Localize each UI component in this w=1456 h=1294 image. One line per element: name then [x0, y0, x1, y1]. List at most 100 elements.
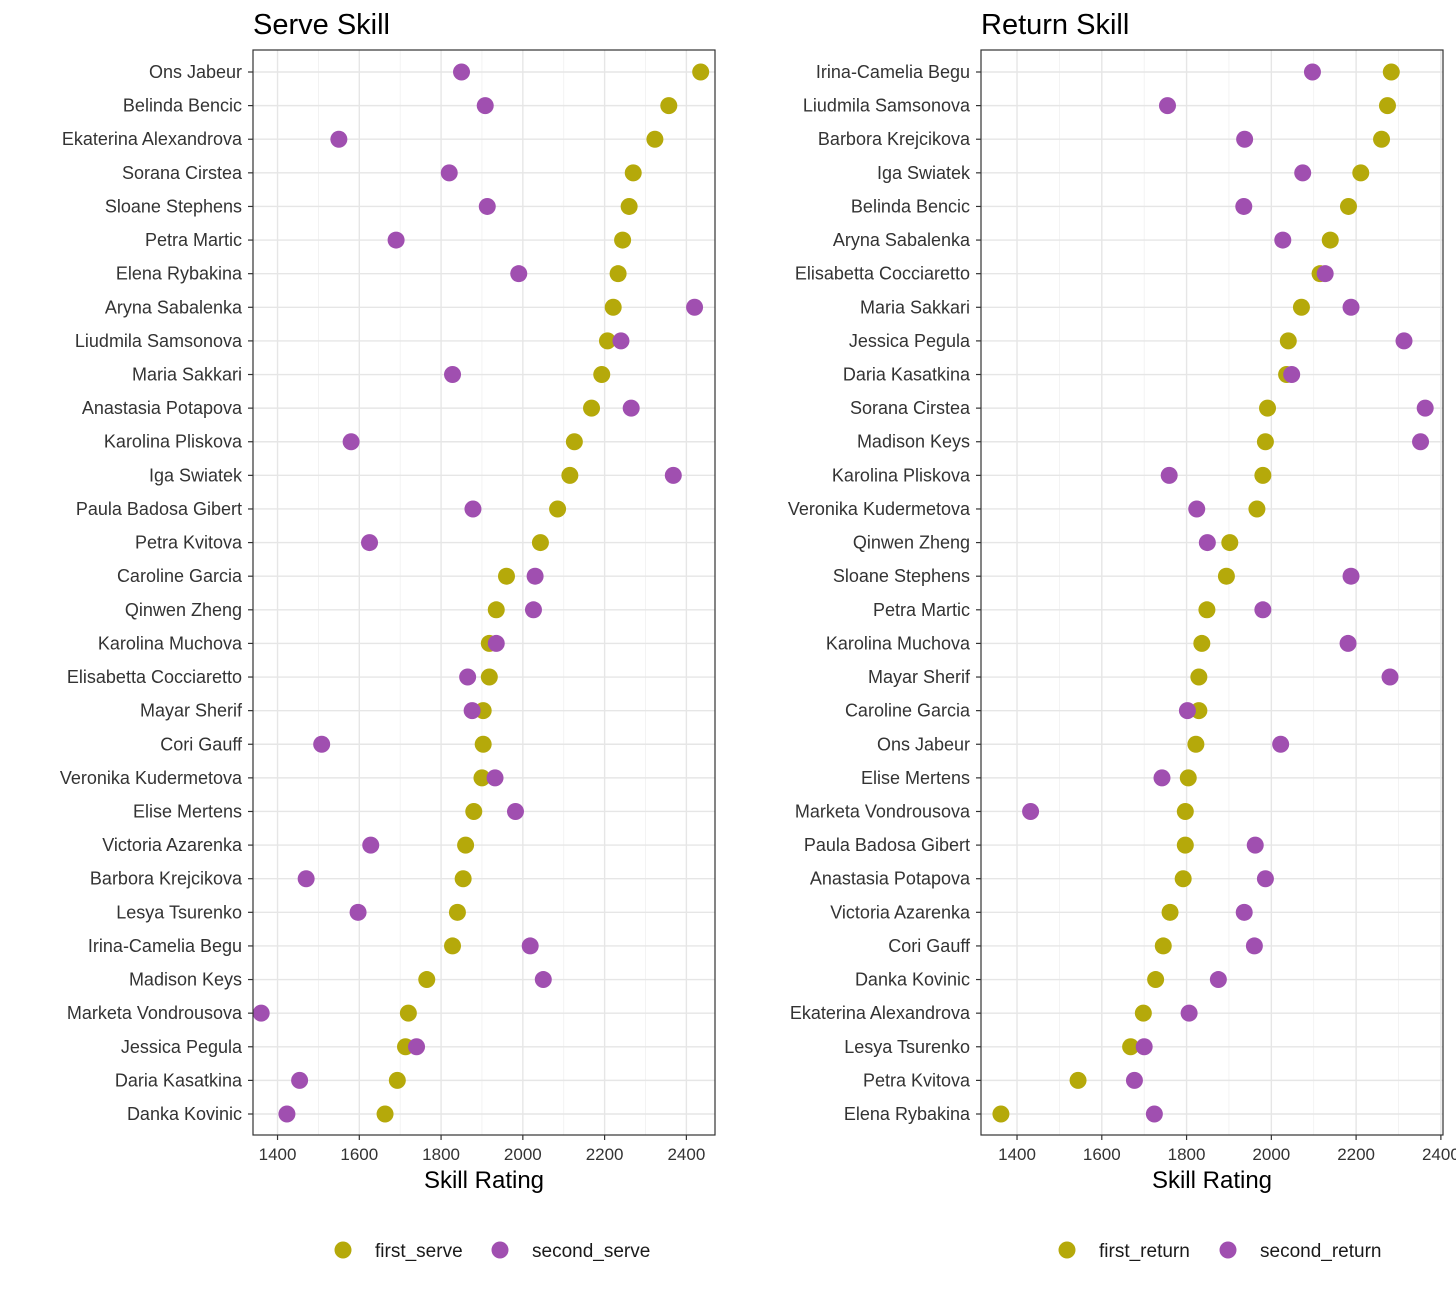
y-tick-label-karolina-muchova: Karolina Muchova	[826, 633, 971, 653]
point-first-return-elise-mertens	[1179, 769, 1197, 787]
x-tick-label-1800: 1800	[422, 1145, 460, 1164]
y-tick-label-elise-mertens: Elise Mertens	[861, 768, 970, 788]
point-second-serve-aryna-sabalenka	[686, 298, 704, 316]
point-second-return-cori-gauff	[1245, 937, 1263, 955]
point-first-return-danka-kovinic	[1147, 971, 1165, 989]
point-second-serve-petra-kvitova	[361, 534, 379, 552]
point-second-return-elena-rybakina	[1145, 1105, 1163, 1123]
point-second-return-elise-mertens	[1153, 769, 1171, 787]
y-tick-label-jessica-pegula: Jessica Pegula	[849, 331, 971, 351]
point-second-serve-daria-kasatkina	[291, 1071, 309, 1089]
point-first-return-karolina-muchova	[1193, 634, 1211, 652]
point-second-return-danka-kovinic	[1209, 971, 1227, 989]
y-tick-label-sorana-cirstea: Sorana Cirstea	[122, 163, 243, 183]
point-second-serve-elena-rybakina	[510, 265, 528, 283]
point-second-return-anastasia-potapova	[1256, 870, 1274, 888]
point-second-serve-marketa-vondrousova	[252, 1004, 270, 1022]
y-tick-label-barbora-krejcikova: Barbora Krejcikova	[90, 869, 243, 889]
point-first-return-mayar-sherif	[1190, 668, 1208, 686]
y-tick-label-ons-jabeur: Ons Jabeur	[877, 734, 970, 754]
y-tick-label-mayar-sherif: Mayar Sherif	[868, 667, 971, 687]
point-second-return-veronika-kudermetova	[1188, 500, 1206, 518]
y-tick-label-karolina-muchova: Karolina Muchova	[98, 633, 243, 653]
point-first-return-petra-kvitova	[1069, 1071, 1087, 1089]
point-second-serve-caroline-garcia	[526, 567, 544, 585]
point-first-return-liudmila-samsonova	[1378, 97, 1396, 115]
y-tick-label-elena-rybakina: Elena Rybakina	[116, 264, 243, 284]
point-second-return-liudmila-samsonova	[1158, 97, 1176, 115]
y-tick-label-karolina-pliskova: Karolina Pliskova	[104, 432, 243, 452]
y-tick-label-veronika-kudermetova: Veronika Kudermetova	[788, 499, 971, 519]
y-tick-label-paula-badosa-gibert: Paula Badosa Gibert	[76, 499, 242, 519]
x-tick-label-2000: 2000	[504, 1145, 542, 1164]
point-first-return-ons-jabeur	[1187, 735, 1205, 753]
point-second-serve-victoria-azarenka	[362, 836, 380, 854]
y-tick-label-qinwen-zheng: Qinwen Zheng	[853, 533, 970, 553]
point-first-serve-iga-swiatek	[561, 466, 579, 484]
point-first-return-anastasia-potapova	[1174, 870, 1192, 888]
plot-background	[253, 50, 715, 1135]
point-first-serve-belinda-bencic	[660, 97, 678, 115]
y-tick-label-anastasia-potapova: Anastasia Potapova	[810, 869, 971, 889]
legend-label-second-serve: second_serve	[532, 1241, 650, 1262]
point-first-serve-maria-sakkari	[593, 366, 611, 384]
point-second-serve-jessica-pegula	[408, 1038, 426, 1056]
point-first-serve-aryna-sabalenka	[604, 298, 622, 316]
point-first-serve-anastasia-potapova	[583, 399, 601, 417]
y-tick-label-marketa-vondrousova: Marketa Vondrousova	[795, 801, 971, 821]
point-second-serve-ekaterina-alexandrova	[330, 130, 348, 148]
y-tick-label-anastasia-potapova: Anastasia Potapova	[82, 398, 243, 418]
y-tick-label-petra-martic: Petra Martic	[145, 230, 242, 250]
point-second-serve-mayar-sherif	[463, 702, 481, 720]
x-tick-label-2400: 2400	[667, 1145, 705, 1164]
point-first-return-ekaterina-alexandrova	[1134, 1004, 1152, 1022]
point-second-return-ekaterina-alexandrova	[1180, 1004, 1198, 1022]
point-first-return-veronika-kudermetova	[1248, 500, 1266, 518]
chart-title: Return Skill	[981, 9, 1129, 41]
point-second-serve-irina-camelia-begu	[521, 937, 539, 955]
point-second-return-lesya-tsurenko	[1135, 1038, 1153, 1056]
legend-key-second-serve	[491, 1241, 509, 1259]
point-second-serve-paula-badosa-gibert	[464, 500, 482, 518]
x-tick-label-1400: 1400	[259, 1145, 297, 1164]
x-tick-label-1600: 1600	[1083, 1145, 1121, 1164]
point-second-return-irina-camelia-begu	[1303, 63, 1321, 81]
point-second-return-petra-martic	[1254, 601, 1272, 619]
point-first-serve-veronika-kudermetova	[473, 769, 491, 787]
y-tick-label-ons-jabeur: Ons Jabeur	[149, 62, 242, 82]
point-second-serve-sorana-cirstea	[440, 164, 458, 182]
point-first-return-marketa-vondrousova	[1176, 802, 1194, 820]
point-second-return-karolina-muchova	[1339, 634, 1357, 652]
point-second-return-daria-kasatkina	[1283, 366, 1301, 384]
point-second-serve-lesya-tsurenko	[349, 903, 367, 921]
point-second-return-madison-keys	[1412, 433, 1430, 451]
plot-background	[981, 50, 1443, 1135]
y-tick-label-victoria-azarenka: Victoria Azarenka	[830, 902, 971, 922]
point-second-serve-karolina-pliskova	[342, 433, 360, 451]
point-first-serve-liudmila-samsonova	[598, 332, 616, 350]
point-second-return-ons-jabeur	[1272, 735, 1290, 753]
y-tick-label-iga-swiatek: Iga Swiatek	[877, 163, 971, 183]
legend-key-second-return	[1219, 1241, 1237, 1259]
point-second-serve-belinda-bencic	[476, 97, 494, 115]
y-tick-label-madison-keys: Madison Keys	[129, 970, 242, 990]
point-first-serve-caroline-garcia	[497, 567, 515, 585]
y-tick-label-danka-kovinic: Danka Kovinic	[127, 1104, 242, 1124]
y-tick-label-sloane-stephens: Sloane Stephens	[833, 566, 970, 586]
x-axis-title: Skill Rating	[1152, 1167, 1272, 1194]
point-first-return-belinda-bencic	[1339, 197, 1357, 215]
y-tick-label-sloane-stephens: Sloane Stephens	[105, 196, 242, 216]
point-first-return-qinwen-zheng	[1221, 534, 1239, 552]
point-first-serve-madison-keys	[418, 971, 436, 989]
point-second-serve-danka-kovinic	[278, 1105, 296, 1123]
y-tick-label-petra-martic: Petra Martic	[873, 600, 970, 620]
point-first-serve-lesya-tsurenko	[448, 903, 466, 921]
legend-label-first-return: first_return	[1099, 1241, 1190, 1262]
point-first-serve-sorana-cirstea	[624, 164, 642, 182]
y-tick-label-elena-rybakina: Elena Rybakina	[844, 1104, 971, 1124]
y-tick-label-elisabetta-cocciaretto: Elisabetta Cocciaretto	[795, 264, 970, 284]
y-tick-label-qinwen-zheng: Qinwen Zheng	[125, 600, 242, 620]
point-second-serve-madison-keys	[534, 971, 552, 989]
point-second-serve-anastasia-potapova	[622, 399, 640, 417]
